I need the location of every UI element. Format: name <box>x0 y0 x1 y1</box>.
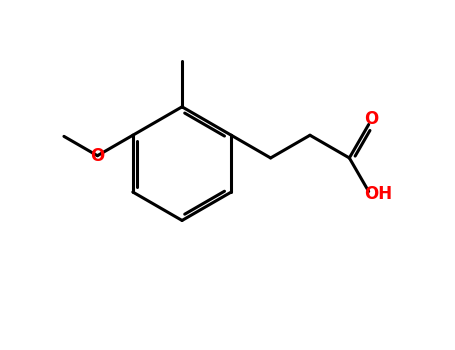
Text: O: O <box>364 110 378 128</box>
Text: OH: OH <box>364 185 393 203</box>
Text: O: O <box>90 147 105 165</box>
